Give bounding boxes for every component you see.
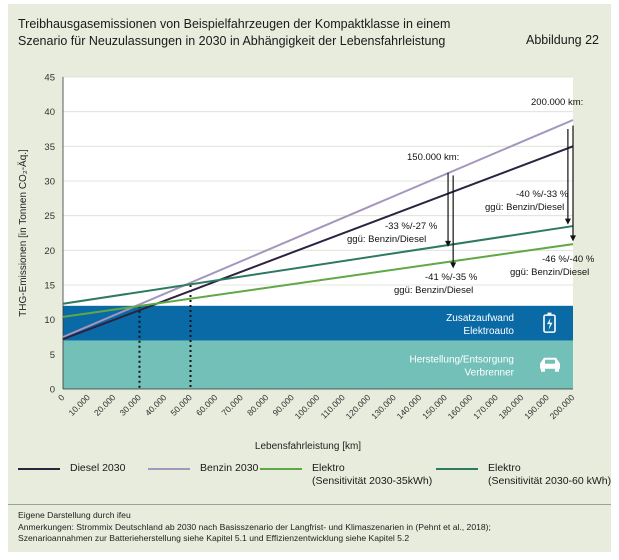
series-line-diesel: [62, 145, 574, 341]
x-tick-label: 10.000: [66, 392, 92, 418]
legend-swatch-elektro-35: [260, 468, 302, 471]
legend-label-elektro-60: Elektro (Sensitivität 2030-60 kWh): [488, 462, 611, 488]
notes-source: Eigene Darstellung durch ifeu: [18, 510, 131, 520]
x-tick-label: 180.000: [497, 392, 526, 421]
notes-divider: [8, 504, 611, 505]
notes-remark-2: Szenarioannahmen zur Batterieherstellung…: [18, 533, 410, 543]
x-tick-label: 110.000: [319, 392, 348, 421]
annotation-200k-elektro35-line2: ggü: Benzin/Diesel: [510, 267, 589, 278]
annotation-200k-elektro60-line1: -40 %/-33 %: [516, 189, 569, 200]
x-tick-label: 30.000: [117, 392, 143, 418]
x-tick-label: 120.000: [344, 392, 373, 421]
y-tick-label: 0: [50, 385, 55, 396]
y-tick-label: 25: [44, 211, 55, 222]
annotation-150k: 150.000 km:: [407, 152, 459, 163]
legend-label-elektro-35: Elektro (Sensitivität 2030-35kWh): [312, 462, 432, 488]
legend-label-elektro-35-line2: (Sensitivität 2030-35kWh): [312, 475, 433, 487]
x-tick-label: 60.000: [194, 392, 220, 418]
y-tick-label: 40: [44, 107, 55, 118]
legend-label-benzin: Benzin 2030: [200, 462, 259, 474]
car-window: [545, 359, 555, 364]
y-tick-label: 45: [44, 73, 55, 84]
series-line-elektro-35: [62, 243, 574, 318]
arrow-200k-elektro35-head: [570, 235, 576, 242]
band-zusatzaufwand: [63, 305, 573, 341]
y-tick-label: 20: [44, 246, 55, 257]
x-tick-label: 100.000: [293, 392, 322, 421]
x-tick-label: 0: [56, 392, 67, 403]
x-tick-label: 40.000: [143, 392, 169, 418]
legend-label-elektro-60-line2: (Sensitivität 2030-60 kWh): [488, 475, 612, 487]
y-tick-label: 15: [44, 281, 55, 292]
legend-label-elektro-35-line1: Elektro: [312, 462, 345, 474]
annotation-200k-elektro35-line1: -46 %/-40 %: [542, 254, 595, 265]
x-tick-label: 170.000: [471, 392, 500, 421]
car-wheel-right: [555, 368, 559, 372]
y-axis-title: THG-Emissionen [in Tonnen CO₂-Äq.]: [17, 149, 29, 317]
band-herstellung: [63, 340, 573, 389]
title-line-2: Szenario für Neuzulassungen in 2030 in A…: [18, 34, 446, 48]
notes-remark-1: Anmerkungen: Strommix Deutschland ab 203…: [18, 521, 491, 532]
legend-swatch-diesel: [18, 468, 60, 471]
figure-number: Abbildung 22: [526, 33, 599, 47]
x-tick-label: 140.000: [395, 392, 424, 421]
annotation-150k-elektro35-line2: ggü: Benzin/Diesel: [394, 285, 473, 296]
legend-label-elektro-60-line1: Elektro: [488, 462, 521, 474]
legend-label-diesel: Diesel 2030: [70, 462, 126, 474]
arrow-150k-elektro35-head: [450, 262, 457, 269]
band-label-line2: Verbrenner: [465, 368, 515, 379]
annotation-200k-elektro60-line2: ggü: Benzin/Diesel: [485, 202, 564, 213]
series-line-elektro-60: [62, 225, 574, 305]
legend-swatch-elektro-60: [436, 468, 478, 471]
x-tick-label: 200.000: [548, 392, 577, 421]
y-tick-label: 30: [44, 177, 55, 188]
x-tick-label: 130.000: [369, 392, 398, 421]
y-tick-label: 10: [44, 315, 55, 326]
y-tick-label: 5: [50, 350, 55, 361]
band-label-line1: Zusatzaufwand: [446, 313, 514, 324]
x-axis-title: Lebensfahrleistung [km]: [255, 441, 361, 452]
y-tick-label: 35: [44, 142, 55, 153]
figure-title: Treibhausgasemissionen von Beispielfahrz…: [18, 16, 451, 50]
series-line-benzin: [62, 119, 574, 338]
x-tick-label: 80.000: [245, 392, 271, 418]
annotation-150k-elektro60-line1: -33 %/-27 %: [385, 221, 438, 232]
battery-bolt-icon: [547, 318, 553, 331]
x-tick-label: 20.000: [92, 392, 118, 418]
figure-notes: Eigene Darstellung durch ifeu Anmerkunge…: [18, 510, 608, 545]
band-label-line2: Elektroauto: [463, 326, 514, 337]
x-tick-label: 50.000: [168, 392, 194, 418]
emissions-chart: Herstellung/Entsorgung Verbrenner Zusatzau…: [17, 73, 595, 453]
title-line-1: Treibhausgasemissionen von Beispielfahrz…: [18, 17, 451, 31]
battery-icon-cap: [547, 312, 552, 316]
x-tick-label: 190.000: [522, 392, 551, 421]
annotation-150k-elektro60-line2: ggü: Benzin/Diesel: [347, 234, 426, 245]
x-tick-label: 70.000: [219, 392, 245, 418]
band-label-line1: Herstellung/Entsorgung: [409, 355, 514, 366]
car-wheel-left: [541, 368, 545, 372]
arrow-150k-elektro60-head: [445, 240, 452, 247]
legend: Diesel 2030 Benzin 2030 Elektro (Sensiti…: [18, 462, 611, 502]
arrow-200k-elektro60-head: [564, 218, 571, 225]
annotation-150k-elektro35-line1: -41 %/-35 %: [425, 272, 478, 283]
x-tick-label: 160.000: [446, 392, 475, 421]
legend-swatch-benzin: [148, 468, 190, 471]
x-tick-label: 150.000: [420, 392, 449, 421]
annotation-200k: 200.000 km:: [531, 97, 583, 108]
